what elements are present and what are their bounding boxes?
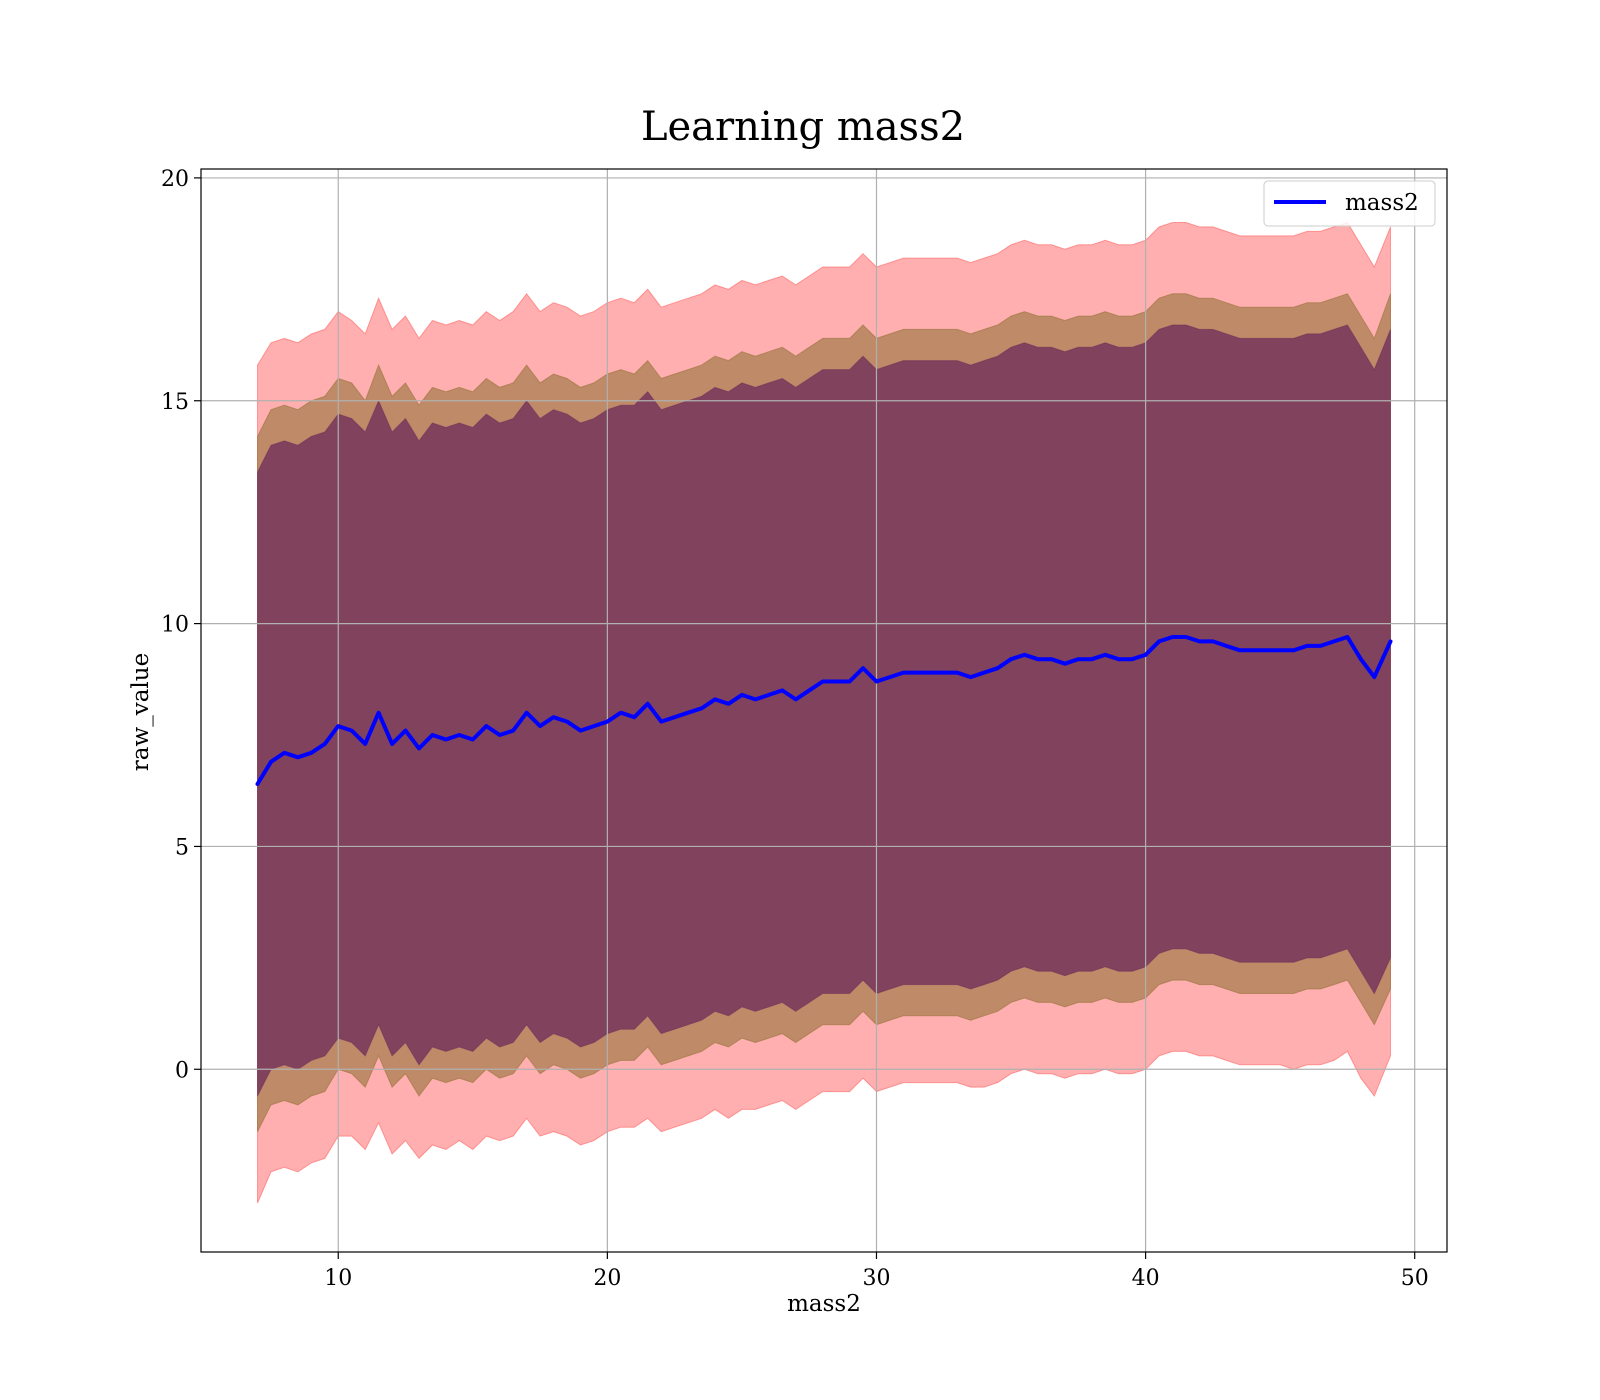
y-tick-label: 5 xyxy=(175,835,189,860)
plot-frame xyxy=(200,168,1448,1253)
y-tick-label: 15 xyxy=(161,390,189,415)
x-tick-label: 20 xyxy=(593,1266,621,1291)
legend-label-mass2: mass2 xyxy=(1345,190,1419,216)
x-tick-label: 30 xyxy=(862,1266,890,1291)
series-line-mass2 xyxy=(255,635,1393,786)
grid-layer xyxy=(201,169,1447,1252)
y-axis-label: raw_value xyxy=(128,653,154,771)
x-tick-label: 10 xyxy=(324,1266,352,1291)
line-layer xyxy=(255,635,1393,786)
y-tick-label: 10 xyxy=(161,613,189,638)
legend-box xyxy=(1263,180,1436,227)
x-tick-label: 50 xyxy=(1401,1266,1429,1291)
x-axis-ticks: 10 20 30 40 50 xyxy=(324,1252,1429,1291)
legend: mass2 xyxy=(1263,180,1436,227)
bands-layer xyxy=(257,221,1391,1204)
x-axis-label: mass2 xyxy=(787,1291,861,1317)
y-axis-ticks: 0 5 10 15 20 xyxy=(161,167,201,1083)
chart-title: Learning mass2 xyxy=(641,104,965,150)
y-tick-label: 0 xyxy=(175,1058,189,1083)
y-tick-label: 20 xyxy=(161,167,189,192)
x-tick-label: 40 xyxy=(1132,1266,1160,1291)
